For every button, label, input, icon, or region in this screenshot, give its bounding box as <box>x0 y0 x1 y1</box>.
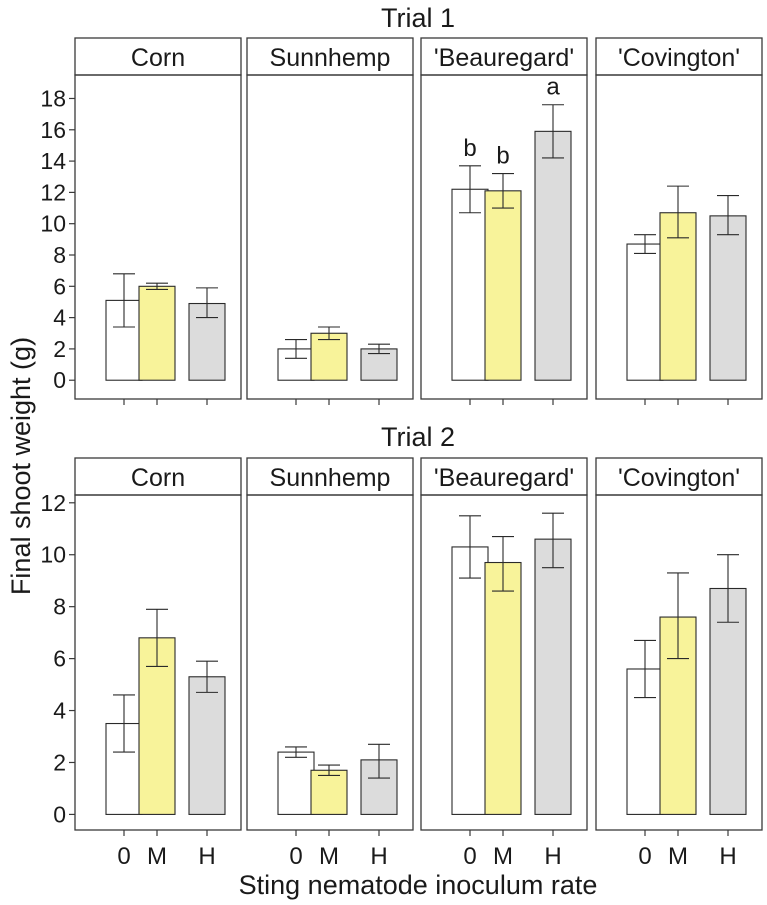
bar-H <box>709 215 747 381</box>
plots-layer: Trial 1 0 2 4 6 8 10 12 14 16 18 Corn Sunnhemp 'Beaur… <box>40 3 763 870</box>
panel-title: 'Covington' <box>618 464 740 492</box>
panel-2: 'Beauregard' 0 M H <box>420 457 588 870</box>
panel-strip <box>246 457 414 496</box>
panel-title: Sunnhemp <box>270 464 391 492</box>
bar-M <box>484 190 522 381</box>
y-tick-label: 12 <box>40 490 66 516</box>
bar-H <box>534 130 572 381</box>
panel-frame <box>420 494 588 831</box>
y-tick-label: 0 <box>53 367 66 393</box>
panel-frame <box>74 74 242 400</box>
panel-title: 'Beauregard' <box>434 464 574 492</box>
panel-1: Sunnhemp 0 M H <box>246 457 414 870</box>
bar-0 <box>451 188 489 381</box>
bar-M <box>659 212 697 381</box>
bar-M <box>138 285 176 381</box>
y-tick-label: 4 <box>53 698 66 724</box>
x-tick-label: H <box>198 843 215 870</box>
significance-letter: b <box>496 143 509 170</box>
panel-2: 'Beauregard' b b a <box>420 37 588 405</box>
x-tick-label: H <box>370 843 387 870</box>
panel-title: 'Covington' <box>618 44 740 72</box>
trial-title: Trial 1 <box>381 3 455 33</box>
x-axis-label: Sting nematode inoculum rate <box>239 870 598 900</box>
panel-0: Corn 0 M H <box>74 457 242 870</box>
significance-letter: b <box>463 135 476 162</box>
y-tick-label: 12 <box>40 179 66 205</box>
y-tick-label: 4 <box>53 305 66 331</box>
y-tick-label: 0 <box>53 801 66 827</box>
x-tick-label: 0 <box>463 843 476 870</box>
bar-M <box>310 332 348 381</box>
panel-strip <box>595 37 763 76</box>
panel-frame <box>595 494 763 831</box>
bar-0 <box>626 243 664 381</box>
y-tick-label: 6 <box>53 646 66 672</box>
panel-3: 'Covington' 0 M H <box>595 457 763 870</box>
bar-0 <box>277 751 315 815</box>
x-tick-label: M <box>319 843 339 870</box>
y-tick-label: 14 <box>40 148 66 174</box>
panel-title: Corn <box>131 44 185 72</box>
bar-H <box>534 538 572 815</box>
bar-M <box>138 637 176 815</box>
trial-title: Trial 2 <box>381 422 455 452</box>
panel-strip <box>74 37 242 76</box>
panel-1: Sunnhemp <box>246 37 414 405</box>
x-tick-label: 0 <box>638 843 651 870</box>
y-tick-label: 6 <box>53 273 66 299</box>
x-tick-label: 0 <box>289 843 302 870</box>
bar-H <box>709 587 747 815</box>
panel-3: 'Covington' <box>595 37 763 405</box>
bar-0 <box>451 546 489 815</box>
panel-strip <box>595 457 763 496</box>
y-tick-label: 10 <box>40 542 66 568</box>
x-tick-label: H <box>719 843 736 870</box>
panel-frame <box>595 74 763 400</box>
panel-title: Sunnhemp <box>270 44 391 72</box>
panel-frame <box>246 494 414 831</box>
y-tick-label: 16 <box>40 117 66 143</box>
panel-strip <box>246 37 414 76</box>
panel-strip <box>74 457 242 496</box>
y-tick-label: 2 <box>53 336 66 362</box>
panel-strip <box>420 37 588 76</box>
bar-M <box>310 769 348 815</box>
y-tick-label: 8 <box>53 242 66 268</box>
bar-H <box>188 676 226 815</box>
panel-strip <box>420 457 588 496</box>
panel-frame <box>420 74 588 400</box>
y-axis-label: Final shoot weight (g) <box>6 337 36 595</box>
panel-frame <box>246 74 414 400</box>
panel-frame <box>74 494 242 831</box>
x-tick-label: M <box>668 843 688 870</box>
y-tick-label: 8 <box>53 594 66 620</box>
significance-letter: a <box>546 74 560 101</box>
x-tick-label: H <box>544 843 561 870</box>
trial-1-group: Trial 1 0 2 4 6 8 10 12 14 16 18 Corn Sunnhemp 'Beaur… <box>40 3 763 405</box>
x-tick-label: M <box>147 843 167 870</box>
panel-title: Corn <box>131 464 185 492</box>
y-tick-label: 10 <box>40 211 66 237</box>
y-tick-label: 2 <box>53 749 66 775</box>
y-tick-label: 18 <box>40 85 66 111</box>
x-tick-label: M <box>493 843 513 870</box>
bar-M <box>484 561 522 815</box>
panel-0: Corn <box>74 37 242 405</box>
x-tick-label: 0 <box>117 843 130 870</box>
panel-title: 'Beauregard' <box>434 44 574 72</box>
